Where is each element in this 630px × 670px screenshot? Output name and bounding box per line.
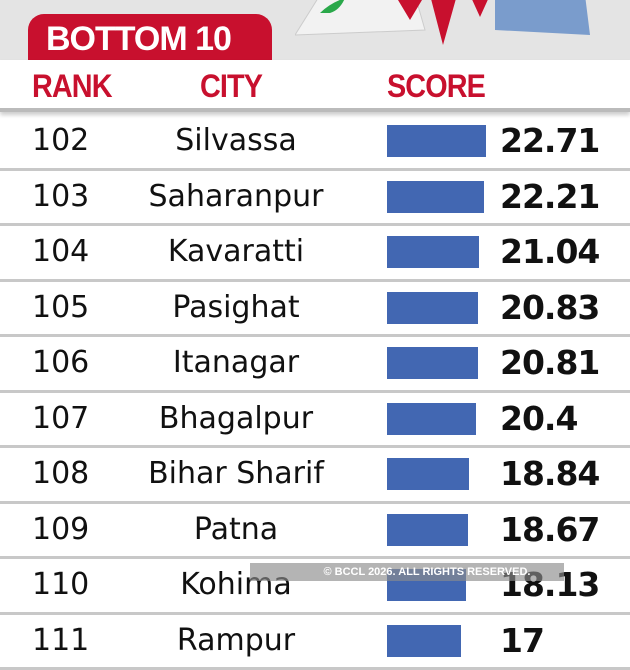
- score-value: 22.71: [500, 121, 599, 160]
- score-value: 20.81: [500, 343, 599, 382]
- score-bar: [387, 403, 476, 435]
- city-name: Rampur: [125, 623, 347, 658]
- city-name: Bihar Sharif: [125, 456, 347, 491]
- score-bar: [387, 625, 461, 657]
- city-name: Bhagalpur: [125, 401, 347, 436]
- score-bar: [387, 125, 486, 157]
- rank-header: RANK: [32, 68, 112, 105]
- table-row: 107 Bhagalpur 20.4: [0, 393, 630, 449]
- rank: 109: [32, 512, 89, 547]
- bottom-10-badge: BOTTOM 10: [28, 14, 272, 62]
- score-value: 17: [500, 621, 544, 660]
- city-name: Silvassa: [125, 123, 347, 158]
- rank: 110: [32, 567, 89, 602]
- rank: 106: [32, 345, 89, 380]
- table-row: 108 Bihar Sharif 18.84: [0, 448, 630, 504]
- rank: 111: [32, 623, 89, 658]
- table-row: 106 Itanagar 20.81: [0, 337, 630, 393]
- score-bar: [387, 181, 484, 213]
- table-row: 109 Patna 18.67: [0, 504, 630, 560]
- rank: 105: [32, 290, 89, 325]
- table-row: 103 Saharanpur 22.21: [0, 171, 630, 227]
- score-bar: [387, 458, 469, 490]
- table-row: 105 Pasighat 20.83: [0, 282, 630, 338]
- score-value: 20.83: [500, 288, 599, 327]
- score-bar: [387, 292, 478, 324]
- score-value: 18.67: [500, 510, 599, 549]
- score-bar: [387, 514, 468, 546]
- rank: 104: [32, 234, 89, 269]
- city-header: CITY: [200, 68, 262, 105]
- score-bar: [387, 347, 478, 379]
- score-bar: [387, 236, 479, 268]
- table-row: 102 Silvassa 22.71: [0, 115, 630, 171]
- table-row: 111 Rampur 17: [0, 615, 630, 670]
- city-name: Patna: [125, 512, 347, 547]
- score-value: 22.21: [500, 177, 599, 216]
- score-value: 21.04: [500, 232, 599, 271]
- copyright-watermark: © BCCL 2026. ALL RIGHTS RESERVED.: [250, 563, 564, 581]
- map-illustration-icon: [295, 0, 590, 45]
- score-value: 20.4: [500, 399, 577, 438]
- score-header: SCORE: [387, 68, 485, 105]
- table-row: 104 Kavaratti 21.04: [0, 226, 630, 282]
- city-name: Saharanpur: [125, 179, 347, 214]
- column-header-row: RANK CITY SCORE: [0, 60, 630, 112]
- rank: 108: [32, 456, 89, 491]
- rank: 102: [32, 123, 89, 158]
- city-name: Pasighat: [125, 290, 347, 325]
- city-name: Itanagar: [125, 345, 347, 380]
- rank: 103: [32, 179, 89, 214]
- city-name: Kavaratti: [125, 234, 347, 269]
- rank: 107: [32, 401, 89, 436]
- score-value: 18.84: [500, 454, 599, 493]
